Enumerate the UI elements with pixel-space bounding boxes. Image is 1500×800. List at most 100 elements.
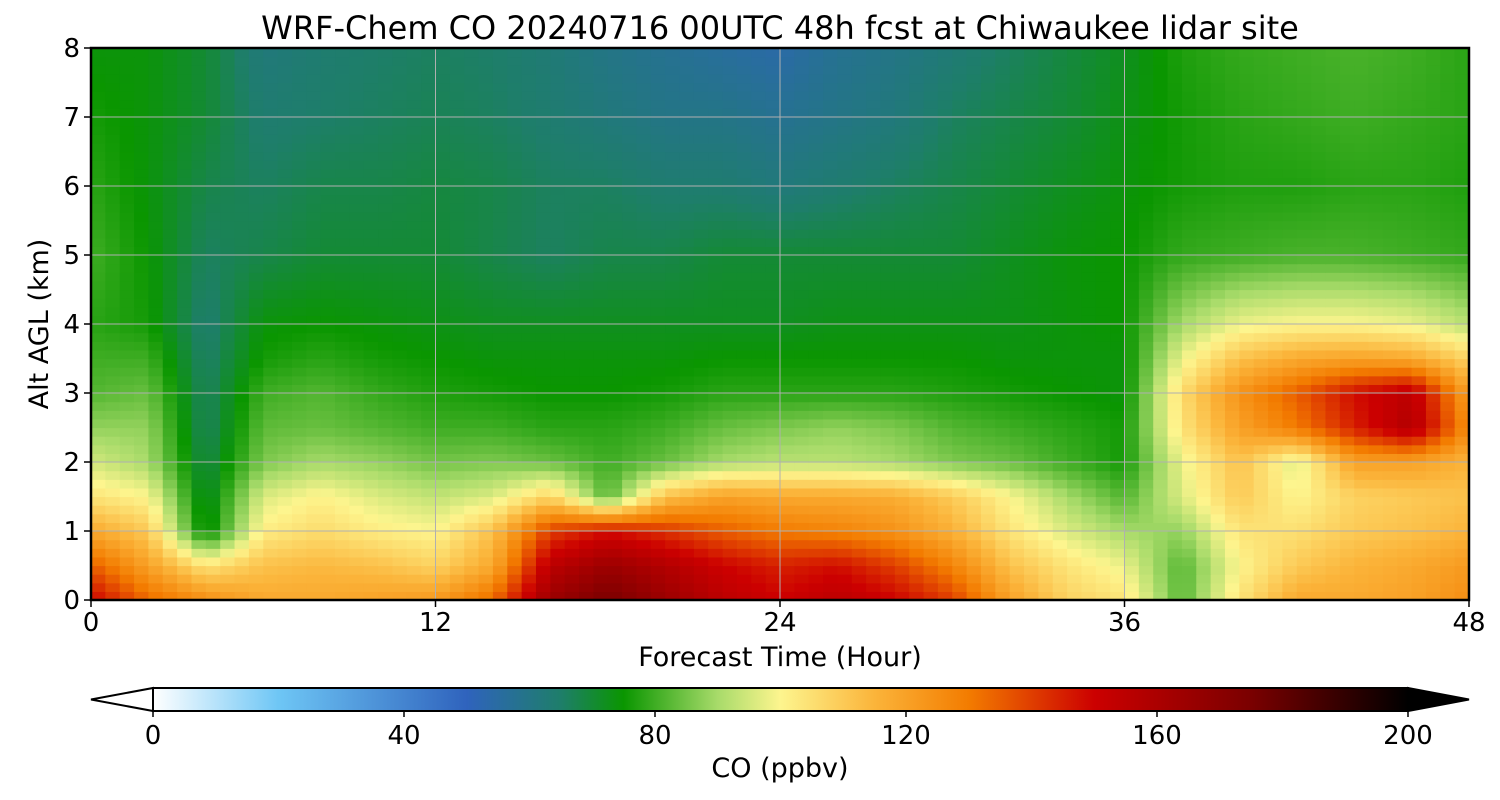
heatmap-cell [478, 246, 494, 256]
heatmap-cell [550, 280, 566, 291]
heatmap-cell [435, 358, 451, 368]
heatmap-cell [693, 168, 709, 178]
heatmap-cell [91, 246, 106, 256]
heatmap-cell [521, 160, 537, 170]
heatmap-cell [1440, 349, 1456, 360]
heatmap-cell [119, 341, 135, 351]
heatmap-cell [507, 203, 523, 213]
heatmap-cell [808, 479, 824, 489]
heatmap-cell [679, 487, 695, 498]
heatmap-cell [952, 487, 968, 498]
heatmap-cell [105, 582, 121, 592]
heatmap-cell [105, 272, 121, 282]
heatmap-cell [521, 565, 537, 575]
heatmap-cell [1239, 358, 1255, 368]
heatmap-cell [837, 444, 853, 454]
heatmap-cell [579, 220, 594, 230]
heatmap-cell [507, 186, 523, 196]
heatmap-cell [507, 151, 523, 161]
heatmap-cell [1167, 548, 1183, 558]
heatmap-cell [952, 418, 968, 429]
heatmap-cell [966, 582, 982, 592]
heatmap-cell [593, 436, 609, 446]
heatmap-cell [1009, 220, 1025, 230]
heatmap-cell [363, 151, 379, 161]
heatmap-cell [708, 160, 724, 170]
heatmap-cell [1009, 177, 1025, 187]
heatmap-cell [952, 522, 968, 532]
heatmap-cell [263, 393, 279, 403]
heatmap-cell [464, 513, 480, 523]
heatmap-cell [1325, 220, 1341, 230]
heatmap-cell [162, 298, 178, 308]
heatmap-cell [421, 177, 437, 187]
heatmap-cell [1038, 280, 1054, 291]
heatmap-cell [306, 246, 322, 256]
heatmap-cell [205, 315, 221, 325]
heatmap-cell [464, 358, 480, 368]
heatmap-cell [1024, 186, 1039, 196]
heatmap-cell [1354, 513, 1370, 523]
heatmap-cell [435, 203, 451, 213]
heatmap-cell [421, 375, 437, 385]
heatmap-cell [478, 393, 494, 403]
heatmap-cell [622, 211, 638, 222]
heatmap-cell [923, 324, 939, 334]
heatmap-cell [421, 462, 437, 472]
heatmap-cell [722, 160, 738, 170]
heatmap-cell [1239, 505, 1255, 515]
heatmap-cell [980, 436, 996, 446]
heatmap-cell [91, 194, 106, 204]
heatmap-cell [1052, 151, 1068, 161]
heatmap-cell [894, 186, 910, 196]
heatmap-cell [378, 229, 394, 239]
heatmap-cell [291, 341, 307, 351]
heatmap-cell [794, 479, 810, 489]
heatmap-cell [1454, 358, 1470, 368]
heatmap-cell [162, 582, 178, 592]
heatmap-cell [693, 582, 709, 592]
heatmap-cell [134, 203, 150, 213]
heatmap-cell [1325, 591, 1341, 601]
heatmap-cell [1009, 272, 1025, 282]
heatmap-cell [277, 246, 293, 256]
heatmap-cell [220, 186, 236, 196]
heatmap-cell [435, 298, 451, 308]
heatmap-cell [1354, 505, 1370, 515]
heatmap-cell [880, 444, 896, 454]
heatmap-cell [1339, 272, 1355, 282]
heatmap-cell [794, 436, 810, 446]
heatmap-cell [995, 582, 1011, 592]
heatmap-cell [751, 168, 767, 178]
heatmap-cell [1038, 332, 1054, 342]
heatmap-cell [363, 556, 379, 567]
heatmap-cell [392, 531, 408, 541]
heatmap-cell [234, 453, 250, 463]
heatmap-cell [1167, 168, 1183, 178]
heatmap-cell [1411, 496, 1427, 506]
heatmap-cell [435, 539, 451, 549]
heatmap-cell [148, 548, 164, 558]
heatmap-cell [679, 565, 695, 575]
heatmap-cell [952, 384, 968, 394]
heatmap-cell [780, 203, 795, 213]
heatmap-cell [492, 272, 508, 282]
heatmap-cell [1110, 246, 1126, 256]
heatmap-cell [851, 358, 867, 368]
heatmap-cell [521, 496, 537, 506]
heatmap-cell [507, 401, 523, 411]
heatmap-cell [234, 393, 250, 403]
heatmap-cell [1124, 522, 1140, 532]
heatmap-cell [320, 436, 336, 446]
heatmap-cell [162, 591, 178, 601]
heatmap-cell [1440, 375, 1456, 385]
heatmap-cell [1167, 444, 1183, 454]
heatmap-cell [177, 177, 193, 187]
heatmap-cell [736, 272, 752, 282]
heatmap-cell [406, 556, 422, 567]
heatmap-cell [464, 324, 480, 334]
heatmap-cell [679, 186, 695, 196]
heatmap-cell [263, 462, 279, 472]
heatmap-cell [378, 522, 394, 532]
heatmap-cell [1081, 539, 1097, 549]
